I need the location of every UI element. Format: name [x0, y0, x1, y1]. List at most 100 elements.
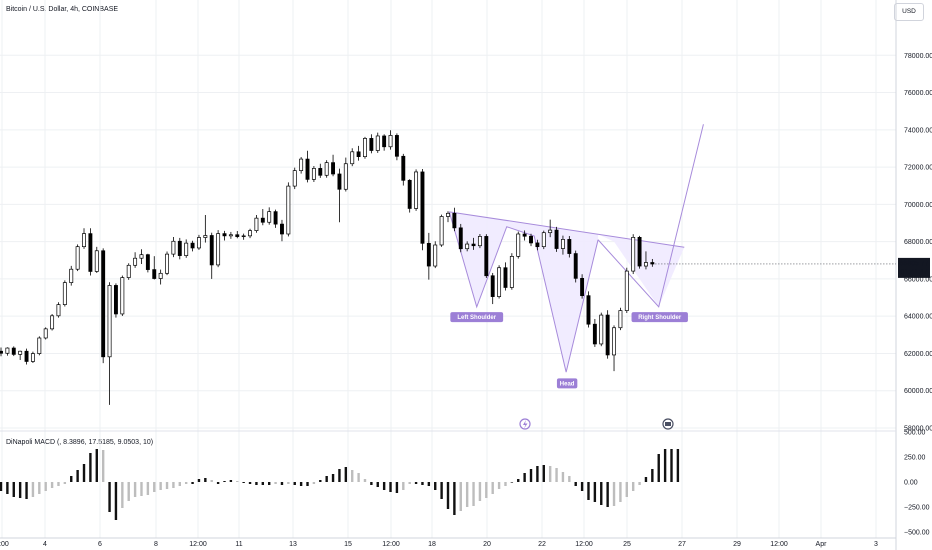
- macd-bar: [619, 482, 622, 502]
- left-shoulder-label-bg: [450, 312, 504, 323]
- candle-body: [235, 234, 240, 237]
- symbol-title: Bitcoin / U.S. Dollar, 4h, COINBASE: [6, 6, 119, 13]
- time-tick-label: 3: [874, 541, 878, 548]
- macd-bar: [523, 473, 526, 482]
- macd-bar: [625, 482, 628, 497]
- candle-body: [120, 277, 125, 315]
- candle-body: [88, 233, 93, 272]
- candle-body: [471, 243, 476, 247]
- lightning-event-icon: [523, 420, 528, 429]
- candle-body: [548, 229, 553, 234]
- macd-bar: [663, 449, 667, 482]
- macd-bar: [89, 453, 92, 482]
- candle-body: [343, 163, 348, 190]
- time-tick-label: 6: [98, 541, 102, 548]
- candle-body: [177, 240, 182, 256]
- candle-body: [203, 235, 208, 238]
- macd-bar: [676, 449, 680, 482]
- macd-bar: [427, 482, 431, 486]
- macd-bar: [70, 476, 73, 482]
- candle-body: [75, 246, 80, 270]
- macd-bar: [12, 482, 15, 497]
- pattern-line: [448, 211, 599, 373]
- candle-body: [612, 327, 616, 356]
- candle-body: [465, 243, 470, 250]
- macd-bar: [140, 482, 143, 496]
- candle-body: [152, 269, 157, 279]
- candle-body: [273, 211, 278, 225]
- time-tick-label: 22: [538, 541, 546, 548]
- candle-body: [490, 275, 495, 297]
- candle-body: [394, 135, 399, 157]
- head-label-bg: [556, 378, 578, 389]
- macd-bar: [0, 482, 3, 491]
- macd-bar: [108, 482, 111, 512]
- macd-bar: [638, 482, 641, 485]
- macd-tick-label: 250.00: [904, 455, 926, 462]
- candle-body: [305, 158, 310, 180]
- macd-bar: [529, 469, 533, 482]
- candle-body: [280, 223, 284, 235]
- candle-body: [107, 285, 112, 358]
- candle-body: [369, 138, 374, 151]
- macd-tick-label: −500.00: [904, 530, 930, 537]
- candle-body: [37, 337, 42, 354]
- candle-body: [401, 155, 406, 181]
- candle-body: [56, 304, 61, 317]
- candle-body: [650, 262, 655, 265]
- candle-body: [382, 135, 387, 148]
- macd-bar: [82, 464, 86, 482]
- time-tick-label: 11: [235, 541, 242, 548]
- price-tick-label: 74000.00: [904, 127, 932, 134]
- candle-body: [222, 233, 227, 237]
- macd-bar: [31, 482, 35, 497]
- macd-bar: [38, 482, 41, 494]
- macd-bar: [287, 482, 290, 484]
- candle-body: [24, 350, 29, 362]
- macd-bar: [370, 482, 373, 485]
- candle-body: [446, 212, 450, 217]
- macd-bar: [497, 482, 501, 489]
- macd-bar: [121, 482, 124, 508]
- countdown-label: 01:41:47: [900, 269, 927, 276]
- price-tick-label: 58000.00: [904, 426, 932, 433]
- macd-bar: [18, 482, 22, 498]
- candle-body: [254, 217, 259, 231]
- macd-bar: [651, 469, 654, 482]
- price-tick-label: 62000.00: [904, 351, 932, 358]
- macd-bar: [236, 481, 239, 482]
- macd-bar: [542, 465, 545, 482]
- candle-body: [573, 253, 578, 279]
- candle-body: [631, 237, 636, 272]
- time-tick-label: 27: [678, 541, 686, 548]
- macd-bar: [255, 482, 258, 485]
- candle-body: [101, 250, 106, 358]
- candle-body: [363, 138, 367, 158]
- macd-bar: [657, 454, 660, 482]
- indicator-legend[interactable]: DiNapoli MACD (, 8.3896, 17.5185, 9.0503…: [6, 439, 154, 446]
- macd-bar: [536, 466, 539, 482]
- time-tick-label: 4: [43, 541, 47, 548]
- candle-body: [216, 233, 221, 266]
- candle-body: [599, 314, 604, 345]
- macd-bar: [517, 479, 520, 482]
- macd-bar: [50, 482, 54, 488]
- macd-bar: [210, 480, 213, 482]
- macd-bar: [414, 482, 418, 484]
- macd-bar: [293, 482, 296, 485]
- macd-bar: [593, 482, 597, 502]
- head-label: Head: [560, 381, 575, 387]
- candle-body: [82, 233, 86, 248]
- candle-body: [420, 171, 425, 244]
- macd-bar: [114, 482, 118, 520]
- candle-body: [324, 162, 329, 176]
- macd-bar: [600, 482, 603, 505]
- macd-bar: [146, 482, 150, 495]
- candle-body: [331, 162, 336, 175]
- currency-button[interactable]: USD: [894, 3, 924, 21]
- macd-bar: [6, 482, 9, 494]
- candle-body: [260, 217, 265, 223]
- candle-body: [18, 350, 23, 355]
- candle-body: [497, 267, 502, 297]
